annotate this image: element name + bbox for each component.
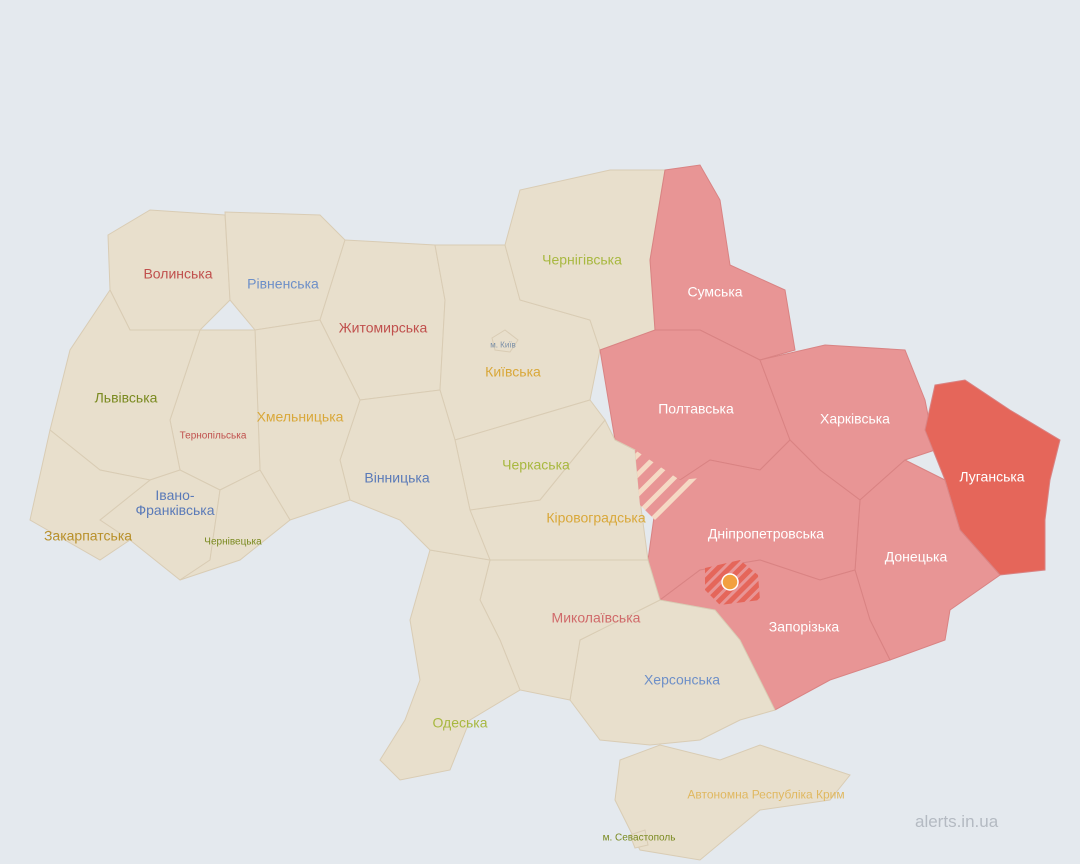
region-label-kyiv: Київська: [485, 363, 541, 380]
region-label-rivne: Рівненська: [247, 275, 319, 292]
region-sevastopol[interactable]: [629, 829, 649, 849]
region-label-volyn: Волинська: [143, 265, 213, 282]
region-label-lviv: Львівська: [94, 389, 158, 406]
region-label-chernivtsi: Чернівецька: [204, 536, 262, 548]
region-sumy[interactable]: [649, 164, 796, 361]
watermark: alerts.in.ua: [915, 812, 999, 831]
region-label-khmelnytskyi: Хмельницька: [256, 408, 344, 425]
region-label-kyiv-city: м. Київ: [490, 340, 516, 350]
region-label-cherkasy: Черкаська: [502, 456, 570, 473]
region-label-sumy: Сумська: [687, 283, 743, 300]
region-label-mykolaiv: Миколаївська: [551, 609, 641, 626]
region-label-dnipro: Дніпропетровська: [707, 525, 825, 542]
region-label-crimea: Автономна Республіка Крим: [687, 787, 845, 802]
region-label-sevastopol: м. Севастополь: [602, 832, 676, 844]
region-label-ternopil: Тернопільська: [179, 430, 247, 442]
region-label-poltava: Полтавська: [658, 400, 734, 417]
region-label-kharkiv: Харківська: [820, 410, 890, 427]
region-luhansk[interactable]: [924, 379, 1061, 576]
region-crimea[interactable]: [614, 744, 851, 861]
partial-alert-area-kirovohrad[interactable]: [635, 450, 700, 520]
region-label-zhytomyr: Житомирська: [338, 319, 428, 336]
region-label-vinnytsia: Вінницька: [364, 469, 430, 486]
region-chernivtsi[interactable]: [179, 469, 291, 581]
region-zakarpattia[interactable]: [29, 429, 152, 561]
region-label-ivano-frankivsk: Івано-Франківська: [135, 487, 215, 518]
region-label-kirovohrad: Кіровоградська: [546, 509, 646, 526]
region-label-luhansk: Луганська: [959, 468, 1025, 485]
region-label-chernihiv: Чернігівська: [542, 251, 622, 268]
region-odesa[interactable]: [379, 549, 521, 781]
explosion-marker-icon[interactable]: [721, 573, 739, 591]
region-label-zaporizhzhia: Запорізька: [768, 618, 840, 635]
region-label-zakarpattia: Закарпатська: [43, 527, 133, 544]
region-label-donetsk: Донецька: [884, 548, 948, 565]
region-label-odesa: Одеська: [432, 714, 488, 731]
region-kyiv-city[interactable]: [491, 329, 519, 353]
region-label-kherson: Херсонська: [643, 671, 721, 688]
